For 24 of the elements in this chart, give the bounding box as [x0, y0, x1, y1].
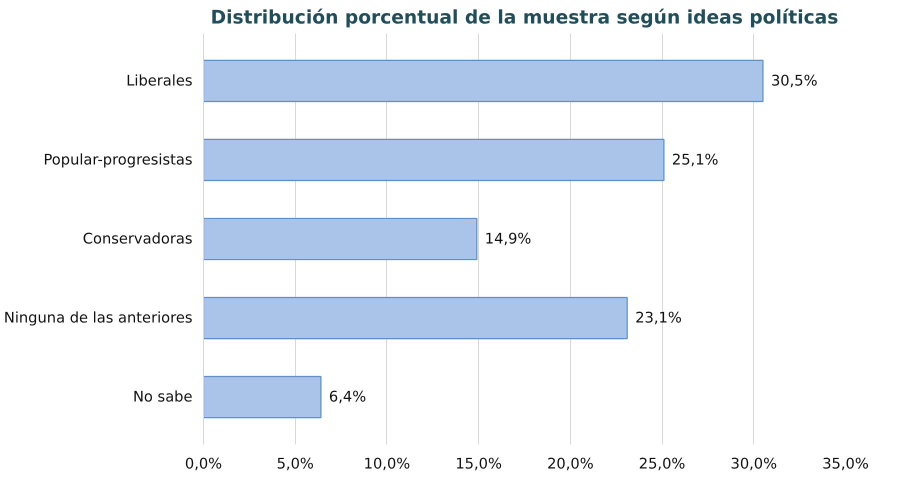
- y-tick-label: No sabe: [132, 388, 193, 406]
- x-tick-label: 35,0%: [822, 456, 869, 472]
- data-label: 14,9%: [484, 230, 532, 248]
- x-tick-label: 10,0%: [364, 456, 410, 472]
- bar: [204, 296, 628, 340]
- y-tick-label: Ninguna de las anteriores: [4, 310, 193, 327]
- y-tick-label: Liberales: [126, 72, 193, 90]
- data-label: 25,1%: [672, 151, 719, 168]
- bar: [204, 218, 478, 260]
- x-tick-label: 15,0%: [455, 456, 502, 472]
- y-tick-label: Conservadoras: [82, 230, 193, 248]
- x-tick-label: 30,0%: [730, 456, 778, 472]
- x-tick-label: 20,0%: [547, 456, 594, 472]
- bar: [204, 138, 665, 182]
- chart-title: Distribución porcentual de la muestra según ideas políticas: [210, 8, 838, 28]
- bar: [204, 60, 764, 102]
- data-label: 30,5%: [770, 72, 818, 90]
- x-tick-label: 25,0%: [638, 456, 686, 472]
- y-tick-label: Popular-progresistas: [43, 151, 193, 168]
- x-tick-label: 5,0%: [276, 456, 314, 472]
- x-tick-label: 0,0%: [184, 456, 222, 472]
- data-label: 23,1%: [635, 310, 682, 327]
- bar: [204, 376, 322, 418]
- data-label: 6,4%: [328, 388, 366, 406]
